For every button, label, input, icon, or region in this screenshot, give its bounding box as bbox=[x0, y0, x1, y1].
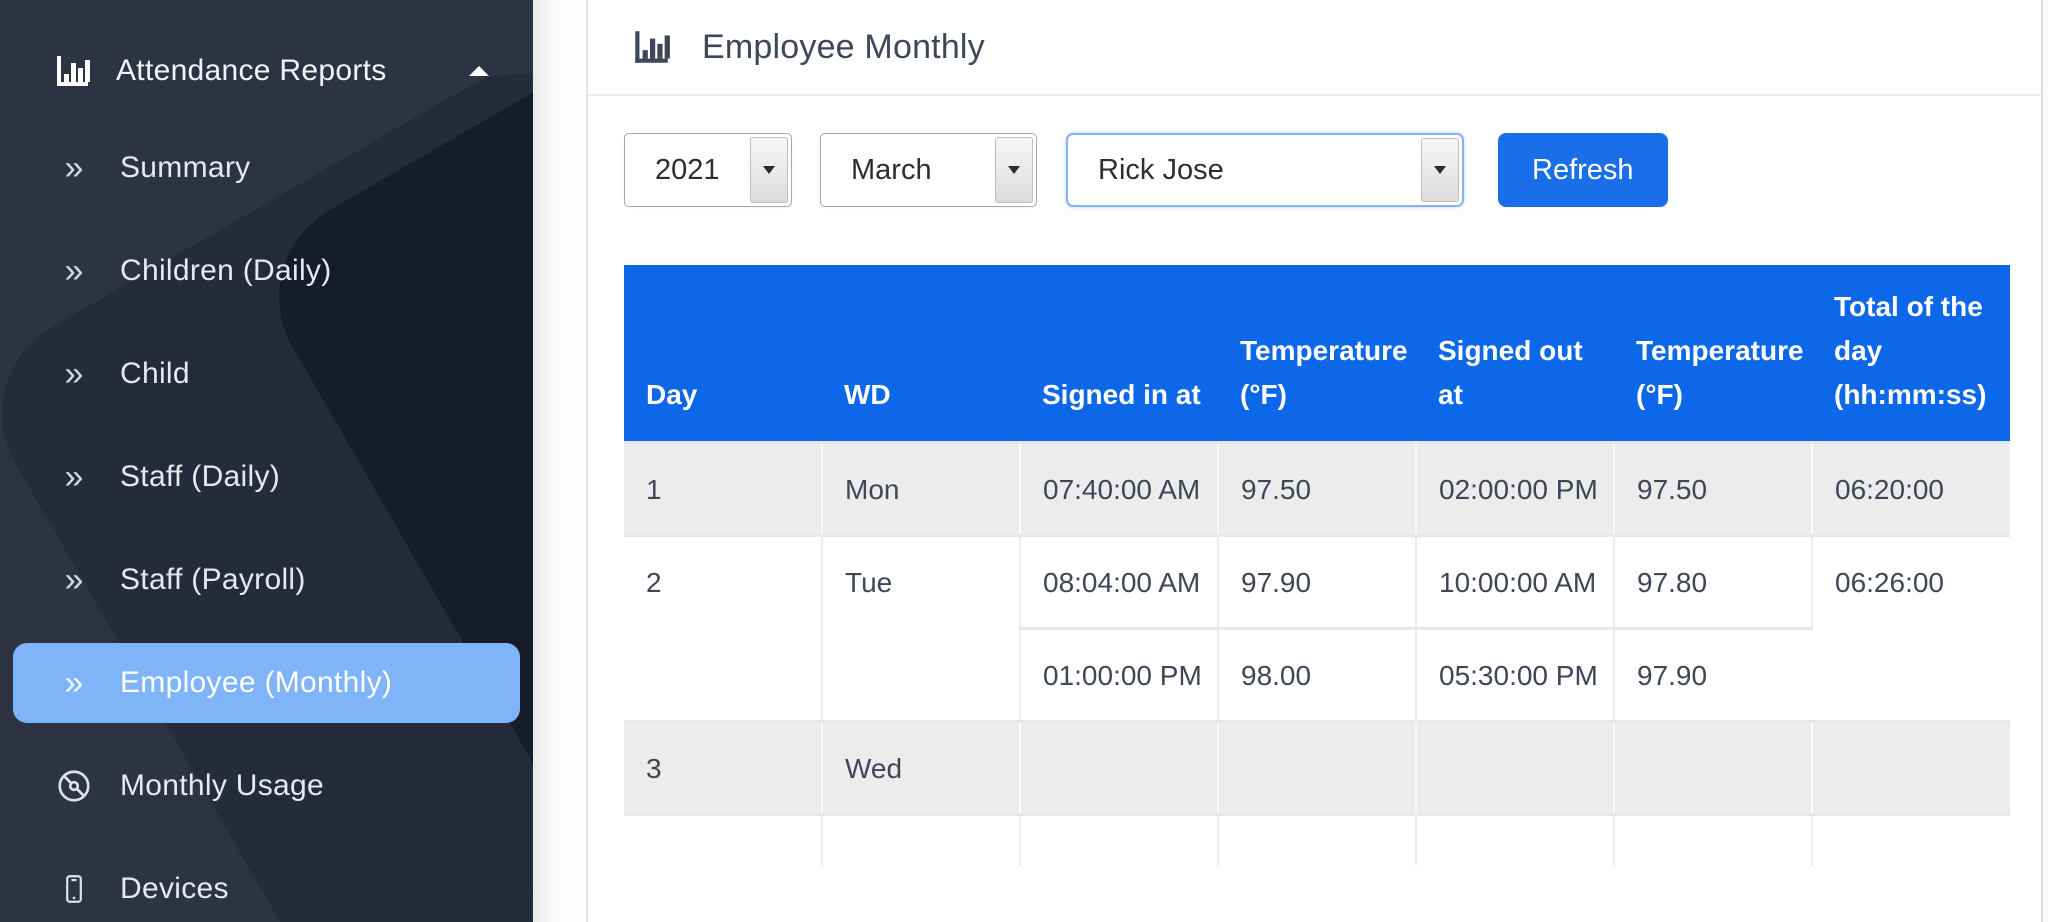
sidebar-item-staff-payroll[interactable]: » Staff (Payroll) bbox=[0, 528, 533, 631]
cell-total bbox=[1812, 720, 2010, 815]
double-chevron-icon: » bbox=[64, 560, 84, 599]
table-row: 1 Mon 07:40:00 AM 97.50 02:00:00 PM 97.50 06:2… bbox=[624, 441, 2010, 536]
sidebar-item-employee-monthly[interactable]: » Employee (Monthly) bbox=[13, 642, 520, 723]
table-row: 2 Tue 08:04:00 AM 97.90 10:00:00 AM 97.80 06:2… bbox=[624, 534, 2010, 722]
refresh-button[interactable]: Refresh bbox=[1498, 133, 1668, 207]
caret-down-icon bbox=[750, 137, 788, 203]
cell-day: 2 bbox=[624, 534, 823, 722]
cell-signed-in bbox=[1020, 720, 1219, 815]
cell-total: 06:26:00 bbox=[1812, 534, 2010, 722]
column-header-wd: WD bbox=[822, 265, 1020, 443]
cell-temperature-in bbox=[1218, 813, 1417, 866]
cell-signed-in: 01:00:00 PM bbox=[1020, 627, 1219, 722]
caret-down-icon bbox=[1421, 138, 1459, 202]
sidebar-item-label: Employee (Monthly) bbox=[120, 665, 393, 699]
sidebar-item-monthly-usage[interactable]: Monthly Usage bbox=[0, 734, 533, 837]
double-chevron-icon: » bbox=[64, 457, 84, 496]
sidebar-item-devices[interactable]: Devices bbox=[0, 837, 533, 922]
cell-total: 06:20:00 bbox=[1812, 441, 2010, 536]
cell-temperature-out: 97.50 bbox=[1614, 441, 1813, 536]
caret-up-icon bbox=[469, 66, 489, 76]
cell-day: 3 bbox=[624, 720, 823, 815]
cell-wd: Mon bbox=[822, 441, 1021, 536]
cell-temperature-in: 97.50 bbox=[1218, 441, 1417, 536]
cell-temperature-out bbox=[1614, 720, 1813, 815]
main-content: Employee Monthly 2021 March Rick Jose Re… bbox=[588, 0, 2048, 922]
cell-temperature-out: 97.80 bbox=[1614, 534, 1813, 629]
column-header-day: Day bbox=[624, 265, 822, 443]
year-select[interactable]: 2021 bbox=[624, 133, 792, 207]
table-row: 3 Wed bbox=[624, 720, 2010, 815]
table-row bbox=[624, 813, 2010, 866]
bar-chart-icon bbox=[630, 26, 672, 68]
month-select[interactable]: March bbox=[820, 133, 1037, 207]
sidebar-menu: Attendance Reports » Summary » Children (Da… bbox=[0, 0, 533, 922]
cell-signed-out: 02:00:00 PM bbox=[1416, 441, 1615, 536]
cell-signed-in: 08:04:00 AM bbox=[1020, 534, 1219, 629]
column-header-total-of-the-day-hh-mm-ss: Total of the day (hh:mm:ss) bbox=[1812, 265, 2010, 443]
column-header-signed-out-at: Signed out at bbox=[1416, 265, 1614, 443]
sidebar-section-label: Attendance Reports bbox=[116, 54, 387, 87]
cell-temperature-in: 98.00 bbox=[1218, 627, 1417, 722]
page-header: Employee Monthly bbox=[588, 0, 2048, 96]
sidebar-item-summary[interactable]: » Summary bbox=[0, 116, 533, 219]
double-chevron-icon: » bbox=[64, 148, 84, 187]
cell-day bbox=[624, 813, 823, 866]
table-row: 01:00:00 PM 98.00 05:30:00 PM 97.90 bbox=[624, 627, 2010, 722]
double-chevron-icon: » bbox=[64, 663, 84, 702]
cell-temperature-in bbox=[1218, 720, 1417, 815]
sidebar-item-child[interactable]: » Child bbox=[0, 322, 533, 425]
sidebar-item-label: Staff (Payroll) bbox=[120, 562, 306, 596]
cell-day: 1 bbox=[624, 441, 823, 536]
page-scrollbar[interactable] bbox=[2041, 0, 2048, 922]
cell-signed-out: 05:30:00 PM bbox=[1416, 627, 1615, 722]
sidebar-item-label: Children (Daily) bbox=[120, 253, 332, 287]
sidebar-item-staff-daily[interactable]: » Staff (Daily) bbox=[0, 425, 533, 528]
double-chevron-icon: » bbox=[64, 251, 84, 290]
cell-signed-out bbox=[1416, 720, 1615, 815]
filters-bar: 2021 March Rick Jose Refresh bbox=[624, 133, 2048, 207]
sidebar-section-attendance-reports[interactable]: Attendance Reports bbox=[0, 26, 533, 116]
sidebar-item-label: Monthly Usage bbox=[120, 768, 324, 802]
cell-temperature-out bbox=[1614, 813, 1813, 866]
double-chevron-icon: » bbox=[64, 354, 84, 393]
sidebar-item-children-daily[interactable]: » Children (Daily) bbox=[0, 219, 533, 322]
data-usage-icon bbox=[58, 769, 90, 802]
cell-signed-in: 07:40:00 AM bbox=[1020, 441, 1219, 536]
cell-signed-out: 10:00:00 AM bbox=[1416, 534, 1615, 629]
cell-temperature-out: 97.90 bbox=[1614, 627, 1812, 722]
caret-down-icon bbox=[995, 137, 1033, 203]
year-select-value: 2021 bbox=[655, 153, 720, 186]
cell-wd bbox=[822, 813, 1021, 866]
sidebar-item-label: Child bbox=[120, 356, 190, 390]
column-header-temperature-f: Temperature (°F) bbox=[1218, 265, 1416, 443]
sidebar-item-label: Summary bbox=[120, 150, 251, 184]
cell-temperature-in: 97.90 bbox=[1218, 534, 1417, 629]
sidebar-item-label: Devices bbox=[120, 871, 229, 905]
cell-signed-in bbox=[1020, 813, 1219, 866]
page-title: Employee Monthly bbox=[702, 27, 985, 66]
month-select-value: March bbox=[851, 153, 932, 186]
attendance-table: Day WD Signed in at Temperature (°F) Signed … bbox=[624, 265, 2010, 866]
column-header-signed-in-at: Signed in at bbox=[1020, 265, 1218, 443]
employee-select[interactable]: Rick Jose bbox=[1066, 133, 1464, 207]
cell-total bbox=[1812, 813, 2010, 866]
cell-wd: Tue bbox=[822, 534, 1021, 722]
attendance-table-wrap: Day WD Signed in at Temperature (°F) Signed … bbox=[624, 265, 2010, 866]
cell-signed-out bbox=[1416, 813, 1615, 866]
smartphone-icon bbox=[66, 874, 82, 903]
sidebar-scrollbar[interactable] bbox=[533, 0, 588, 922]
employee-select-value: Rick Jose bbox=[1098, 153, 1224, 186]
sidebar: Attendance Reports » Summary » Children (Da… bbox=[0, 0, 533, 922]
sidebar-item-label: Staff (Daily) bbox=[120, 459, 281, 493]
column-header-temperature-f: Temperature (°F) bbox=[1614, 265, 1812, 443]
cell-wd: Wed bbox=[822, 720, 1021, 815]
bar-chart-icon bbox=[52, 51, 92, 91]
table-header-row: Day WD Signed in at Temperature (°F) Signed … bbox=[624, 265, 2010, 443]
